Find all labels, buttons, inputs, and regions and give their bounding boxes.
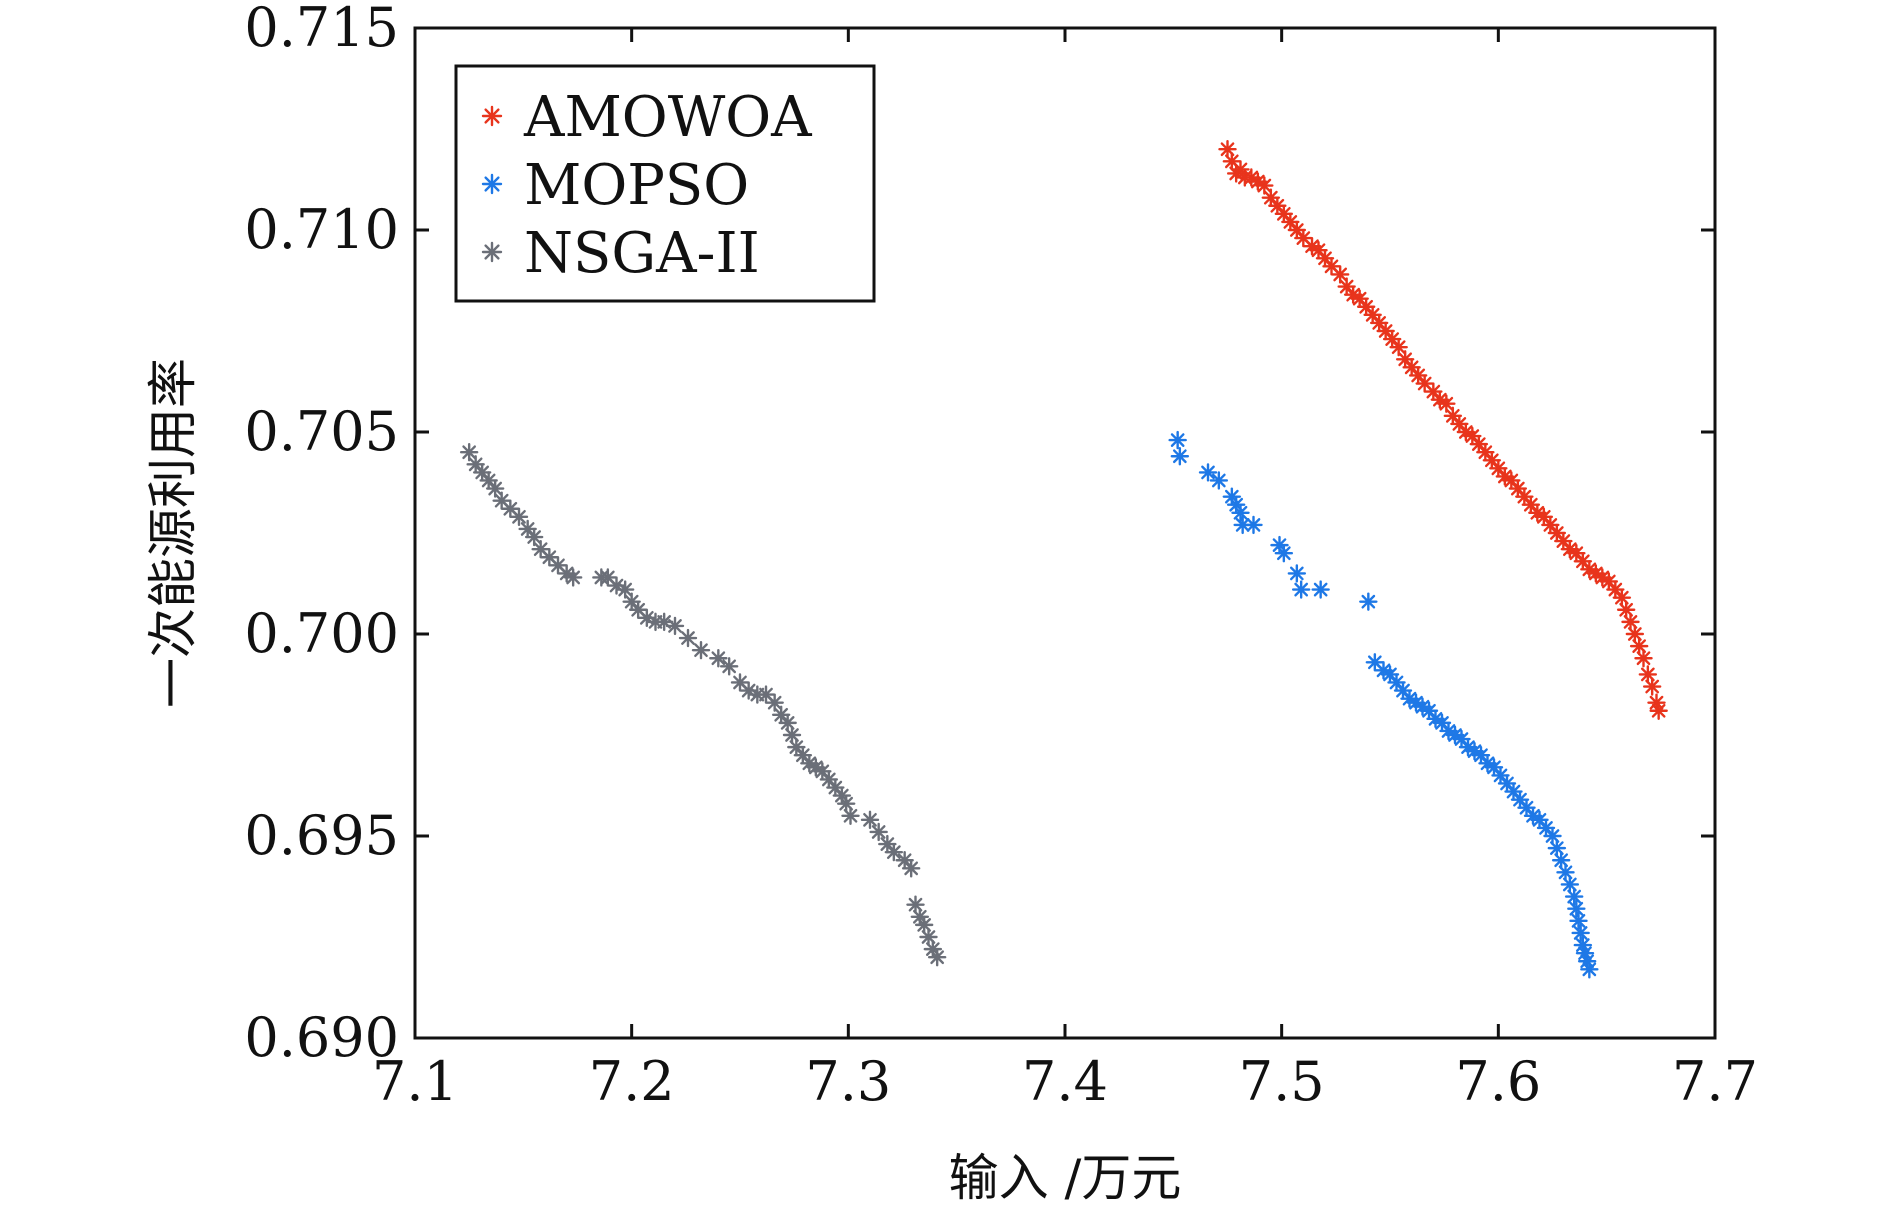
data-point bbox=[459, 443, 479, 462]
data-point bbox=[914, 915, 934, 935]
data-point bbox=[1629, 636, 1649, 656]
series-mopso bbox=[1168, 430, 1599, 979]
legend-marker bbox=[481, 241, 503, 263]
data-point bbox=[628, 600, 648, 619]
series-layer bbox=[459, 139, 1668, 979]
data-point bbox=[1244, 515, 1263, 535]
data-point bbox=[1218, 139, 1237, 159]
x-tick-label: 7.7 bbox=[1672, 1050, 1758, 1113]
data-point bbox=[524, 527, 544, 547]
data-point bbox=[765, 693, 784, 712]
series-amowoa bbox=[1218, 139, 1668, 720]
legend-marker bbox=[481, 105, 503, 127]
data-point bbox=[1376, 321, 1395, 341]
data-point bbox=[1330, 265, 1350, 284]
data-point bbox=[1612, 588, 1632, 607]
data-point bbox=[756, 685, 776, 704]
data-point bbox=[1569, 911, 1588, 931]
data-point bbox=[1291, 580, 1311, 599]
data-point bbox=[1649, 701, 1668, 720]
x-tick-label: 7.1 bbox=[372, 1050, 458, 1113]
data-point bbox=[1556, 863, 1575, 882]
data-point bbox=[1311, 580, 1330, 599]
data-point bbox=[1547, 838, 1567, 858]
data-point bbox=[1359, 592, 1378, 611]
data-point bbox=[1274, 544, 1294, 563]
legend-marker bbox=[481, 173, 503, 195]
data-point bbox=[485, 479, 505, 498]
data-point bbox=[1567, 899, 1586, 918]
legend-label: AMOWOA bbox=[523, 85, 812, 150]
data-point bbox=[1437, 394, 1456, 413]
data-point bbox=[782, 725, 802, 745]
data-point bbox=[906, 895, 925, 914]
y-tick-label: 0.695 bbox=[244, 804, 399, 867]
data-point bbox=[1621, 612, 1640, 632]
data-point bbox=[678, 628, 698, 648]
y-tick-label: 0.690 bbox=[244, 1006, 399, 1069]
data-point bbox=[1560, 875, 1580, 894]
data-point bbox=[615, 580, 635, 599]
x-tick-label: 7.6 bbox=[1455, 1050, 1541, 1113]
data-point bbox=[836, 794, 856, 813]
series-nsga-ii bbox=[459, 443, 947, 967]
x-axis-title: 输入 /万元 bbox=[949, 1149, 1182, 1205]
data-point bbox=[563, 568, 583, 587]
ticks-layer: 7.1 7.2 7.3 7.4 7.5 7.6 7.7 0.690 0.695 0.700 0.70… bbox=[244, 0, 1758, 1113]
data-point bbox=[1616, 600, 1636, 619]
data-point bbox=[730, 673, 750, 692]
data-point bbox=[1231, 503, 1250, 522]
data-point bbox=[884, 842, 904, 862]
y-tick-label: 0.715 bbox=[244, 0, 399, 59]
data-point bbox=[1536, 818, 1556, 838]
data-point bbox=[841, 806, 860, 825]
data-point bbox=[691, 640, 711, 660]
data-point bbox=[1580, 960, 1599, 979]
y-tick-label: 0.710 bbox=[244, 198, 399, 261]
y-axis-title: 一次能源利用率 bbox=[144, 358, 202, 708]
x-tick-label: 7.3 bbox=[805, 1050, 891, 1113]
data-point bbox=[665, 616, 685, 636]
data-point bbox=[1634, 649, 1653, 668]
data-point bbox=[509, 507, 529, 527]
x-tick-label: 7.5 bbox=[1239, 1050, 1325, 1113]
data-point bbox=[531, 539, 550, 559]
data-point bbox=[1469, 434, 1489, 454]
data-point bbox=[709, 649, 728, 668]
data-point bbox=[1413, 697, 1432, 716]
x-tick-label: 7.4 bbox=[1022, 1050, 1108, 1113]
data-point bbox=[869, 822, 888, 842]
y-tick-label: 0.700 bbox=[244, 602, 399, 665]
data-point bbox=[1209, 471, 1229, 490]
data-point bbox=[1170, 447, 1190, 466]
data-point bbox=[1402, 358, 1421, 377]
data-point bbox=[1638, 665, 1658, 684]
data-point bbox=[1255, 176, 1274, 195]
data-point bbox=[1560, 539, 1580, 559]
data-point bbox=[901, 859, 921, 878]
legend-box bbox=[454, 64, 876, 303]
x-tick-label: 7.2 bbox=[589, 1050, 675, 1113]
data-point bbox=[1571, 923, 1590, 943]
data-point bbox=[919, 927, 938, 947]
data-point bbox=[1168, 430, 1187, 450]
data-point bbox=[719, 657, 739, 676]
y-tick-label: 0.705 bbox=[244, 400, 399, 463]
legend-label: NSGA-II bbox=[524, 221, 760, 286]
data-point bbox=[1543, 826, 1562, 846]
data-point bbox=[860, 810, 880, 830]
data-point bbox=[1389, 337, 1408, 357]
data-point bbox=[1551, 851, 1571, 870]
data-point bbox=[1198, 463, 1218, 482]
data-point bbox=[1642, 677, 1662, 696]
legend-label: MOPSO bbox=[524, 153, 749, 218]
data-point bbox=[927, 948, 947, 967]
data-point bbox=[1564, 887, 1584, 906]
data-point bbox=[1287, 564, 1307, 583]
data-point bbox=[1625, 624, 1645, 644]
data-point bbox=[778, 713, 797, 733]
